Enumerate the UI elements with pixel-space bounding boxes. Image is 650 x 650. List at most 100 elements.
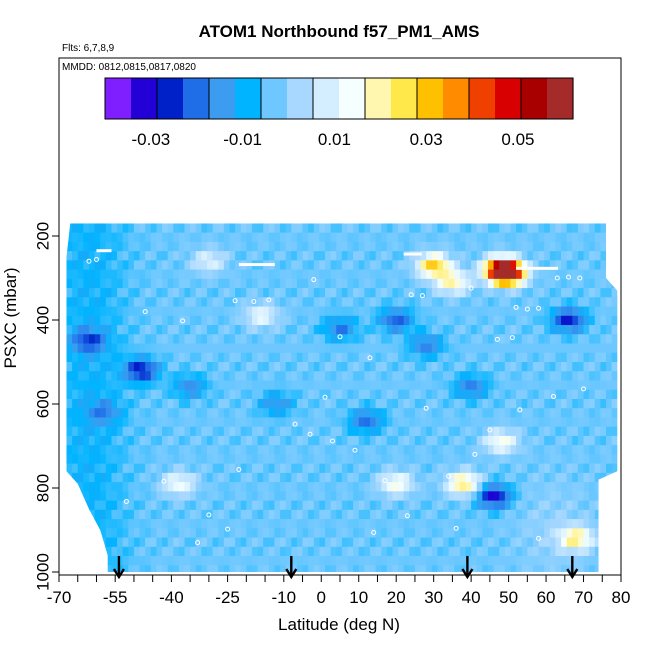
field-cell (88, 352, 96, 363)
field-cell (403, 556, 410, 566)
field-cell (398, 537, 405, 548)
field-cell (437, 500, 444, 511)
field-cell (336, 417, 343, 428)
field-cell (482, 500, 489, 511)
field-cell (583, 546, 590, 557)
field-cell (375, 343, 382, 354)
field-cell (325, 556, 332, 566)
field-cell (341, 491, 348, 502)
field-cell (319, 426, 326, 437)
field-cell (167, 445, 174, 455)
field-cell (617, 426, 618, 437)
y-tick-label: 800 (33, 474, 52, 502)
field-cell (459, 343, 467, 354)
field-cell (178, 398, 186, 409)
field-cell (263, 528, 270, 539)
field-cell (544, 445, 551, 455)
field-cell (251, 371, 259, 381)
field-cell (527, 269, 534, 280)
field-cell (566, 519, 573, 529)
field-cell (426, 315, 433, 326)
field-cell (111, 269, 118, 280)
field-cell (330, 251, 337, 261)
field-cell (532, 362, 540, 372)
field-cell (246, 454, 253, 465)
field-cell (325, 269, 332, 280)
field-cell (386, 223, 393, 234)
field-cell (358, 537, 365, 548)
field-cell (454, 435, 461, 446)
field-cell (555, 297, 562, 308)
field-cell (128, 315, 135, 326)
field-cell (487, 509, 495, 520)
field-cell (544, 241, 551, 252)
field-cell (218, 546, 225, 557)
field-cell (178, 325, 186, 335)
field-cell (285, 362, 292, 372)
field-cell (251, 362, 259, 372)
field-cell (257, 509, 264, 520)
field-cell (117, 278, 124, 289)
field-cell (409, 251, 416, 261)
field-cell (369, 371, 377, 381)
field-cell (532, 565, 540, 572)
field-cell (77, 325, 84, 335)
field-cell (229, 241, 236, 252)
field-cell (414, 556, 422, 566)
field-cell (392, 315, 399, 326)
field-cell (375, 528, 382, 539)
field-cell (431, 408, 438, 418)
field-cell (133, 223, 141, 234)
field-cell (150, 288, 157, 298)
field-cell (532, 269, 540, 280)
field-cell (145, 288, 152, 298)
field-cell (167, 223, 174, 234)
field-cell (549, 417, 556, 428)
field-cell (487, 537, 495, 548)
field-cell (280, 408, 287, 418)
field-cell (544, 251, 551, 261)
field-cell (561, 325, 568, 335)
field-cell (482, 380, 489, 391)
field-cell (566, 472, 573, 483)
field-cell (414, 297, 422, 308)
field-cell (566, 352, 573, 363)
field-cell (369, 269, 377, 280)
field-cell (195, 325, 202, 335)
field-cell (105, 232, 112, 243)
field-cell (426, 408, 433, 418)
field-cell (487, 334, 495, 345)
field-cell (577, 463, 585, 474)
field-cell (167, 491, 174, 502)
x-axis-label: Latitude (deg N) (278, 615, 400, 634)
field-cell (426, 482, 433, 492)
field-cell (527, 380, 534, 391)
field-cell (398, 362, 405, 372)
field-cell (184, 371, 191, 381)
field-cell (257, 435, 264, 446)
field-cell (83, 232, 90, 243)
field-cell (201, 223, 208, 234)
field-cell (353, 472, 360, 483)
field-cell (369, 278, 377, 289)
field-cell (235, 398, 242, 409)
field-cell (77, 389, 84, 400)
field-cell (83, 556, 90, 566)
field-cell (178, 408, 186, 418)
field-cell (392, 241, 399, 252)
field-cell (364, 454, 371, 465)
field-cell (235, 251, 242, 261)
field-cell (206, 241, 214, 252)
field-cell (167, 260, 174, 271)
field-cell (482, 223, 489, 234)
field-cell (577, 546, 585, 557)
field-cell (280, 417, 287, 428)
field-cell (420, 472, 427, 483)
field-cell (437, 260, 444, 271)
field-cell (240, 426, 247, 437)
colorbar-segment (365, 78, 392, 119)
field-cell (544, 435, 551, 446)
field-cell (600, 556, 607, 566)
field-cell (386, 398, 393, 409)
